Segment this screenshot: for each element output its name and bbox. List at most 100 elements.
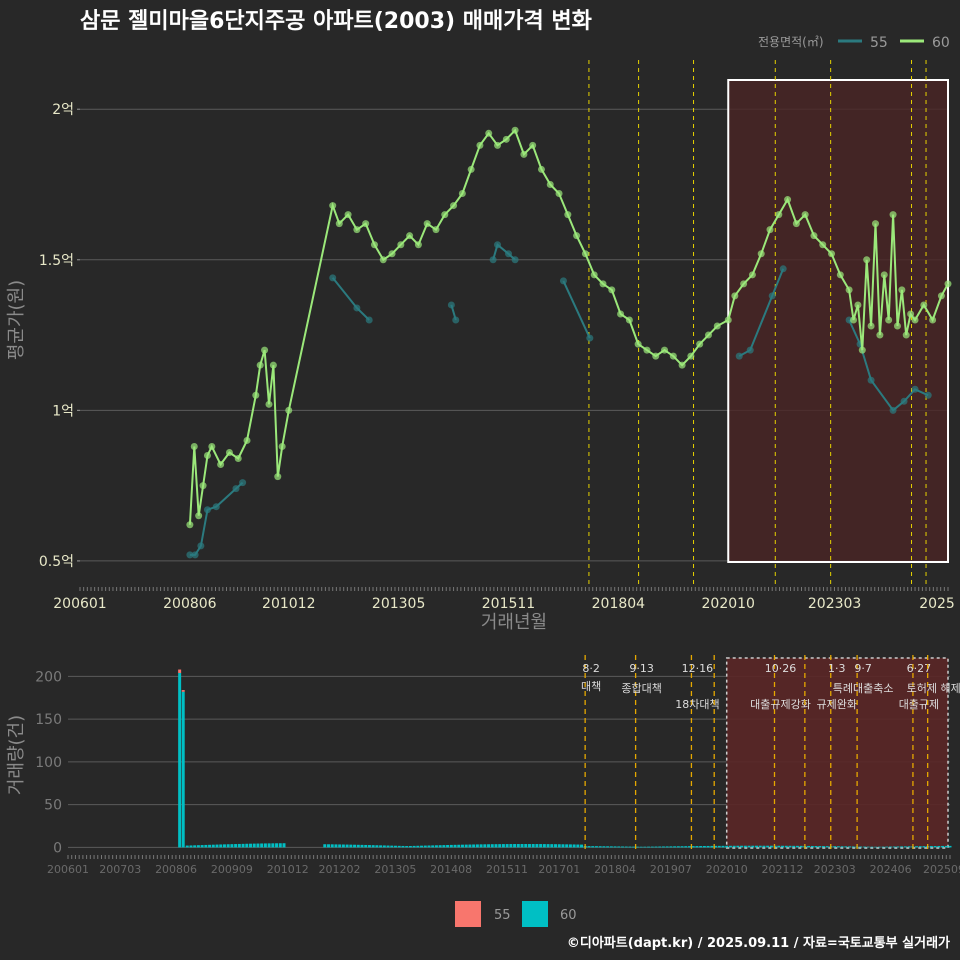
series-55-line-4 <box>562 280 591 339</box>
volume-bar <box>706 845 710 848</box>
series-60-point-0 <box>186 521 194 529</box>
volume-bar <box>457 844 461 848</box>
series-60-point-15 <box>274 473 282 481</box>
volume-bar <box>613 846 617 848</box>
series-60-point-74 <box>819 241 827 249</box>
series-60-point-43 <box>546 180 554 188</box>
volume-x-tick-2: 200806 <box>155 863 197 876</box>
volume-bar <box>669 846 673 848</box>
volume-bar <box>851 846 855 848</box>
volume-bar <box>375 845 379 848</box>
volume-bar <box>632 846 636 848</box>
series-55-point-5 <box>232 485 240 493</box>
volume-bar <box>915 846 918 848</box>
volume-x-tick-8: 201511 <box>486 863 528 876</box>
volume-x-tick-13: 202112 <box>762 863 804 876</box>
volume-bar <box>423 845 427 848</box>
policy-label-4: 대출규제강화 <box>750 698 811 711</box>
volume-bar <box>598 846 602 848</box>
volume-bar <box>394 845 397 848</box>
volume-bar <box>278 843 282 848</box>
series-60-point-19 <box>335 220 343 228</box>
volume-bar <box>885 846 889 848</box>
volume-bar <box>766 845 770 848</box>
series-55-point-6 <box>239 479 247 487</box>
volume-bar <box>688 846 691 848</box>
volume-bar <box>784 845 788 848</box>
volume-bar <box>684 846 688 848</box>
volume-bar <box>226 844 230 848</box>
series-60-point-29 <box>423 220 431 228</box>
series-60-point-52 <box>625 316 633 324</box>
series-55-point-20 <box>768 292 776 300</box>
policy-label-8: 대출규제 <box>899 698 939 711</box>
series-60-point-53 <box>634 340 642 348</box>
series-55-line-3 <box>492 242 516 261</box>
volume-bar <box>565 844 569 848</box>
volume-bar <box>364 844 368 848</box>
policy-label-9: 토허제 해제 <box>907 681 960 695</box>
series-60-point-92 <box>911 316 919 324</box>
volume-bar <box>520 844 524 848</box>
series-55-point-15 <box>511 256 519 264</box>
legend-title: 전용면적(㎡) <box>758 35 824 49</box>
series-55-point-21 <box>779 265 787 273</box>
volume-bar <box>271 843 275 848</box>
volume-bar <box>427 845 431 848</box>
volume-bar <box>557 844 561 848</box>
series-60-point-21 <box>353 226 361 234</box>
series-60-point-6 <box>217 461 225 469</box>
series-60-point-22 <box>362 220 370 228</box>
policy-date-1: 9·13 <box>629 662 654 675</box>
price-panel: 0.5억 1억 1.5억 2억 200601 200806 201012 201305 2015… <box>6 60 955 633</box>
volume-bar <box>475 844 479 848</box>
series-60-point-50 <box>608 286 616 294</box>
volume-bar <box>356 844 360 848</box>
volume-bar <box>650 846 654 848</box>
series-60-point-30 <box>432 226 440 234</box>
volume-bar <box>442 845 446 848</box>
series-60-point-87 <box>889 211 897 219</box>
volume-y-tick-3: 150 <box>35 712 62 728</box>
volume-bar <box>446 845 450 848</box>
series-60-point-82 <box>867 322 875 330</box>
series-60-point-56 <box>661 346 669 354</box>
volume-bar <box>621 846 624 848</box>
volume-bar <box>498 844 502 848</box>
price-x-tick-5: 201804 <box>592 596 646 612</box>
volume-bar <box>602 846 606 848</box>
price-y-tick-2: 1.5억 <box>39 253 74 269</box>
policy-label-0: 대책 <box>581 680 601 693</box>
series-60-point-54 <box>643 346 651 354</box>
series-60-point-3 <box>199 482 207 490</box>
volume-bar <box>561 844 565 848</box>
volume-bar <box>874 846 878 848</box>
volume-bar <box>535 844 539 848</box>
price-y-label: 평균가(원) <box>6 280 27 360</box>
series-60-point-68 <box>766 226 774 234</box>
volume-bar <box>379 845 383 848</box>
series-60-point-44 <box>555 190 563 198</box>
series-55-point-26 <box>900 397 908 405</box>
volume-bar <box>799 845 803 848</box>
price-x-tick-1: 200806 <box>163 596 217 612</box>
volume-bar <box>781 845 785 848</box>
price-y-tick-1: 1억 <box>52 403 74 419</box>
volume-bar <box>390 845 394 848</box>
series-60-point-59 <box>687 352 695 360</box>
series-60-point-95 <box>937 292 945 300</box>
policy-date-8: 6·27 <box>907 662 932 675</box>
volume-y-tick-4: 200 <box>35 669 62 685</box>
series-60-point-16 <box>278 442 286 450</box>
price-x-tick-3: 201305 <box>372 596 425 612</box>
volume-bar <box>572 844 576 848</box>
volume-bar <box>877 846 881 848</box>
volume-highlight <box>725 657 949 849</box>
volume-bar <box>792 845 796 848</box>
series-60-point-86 <box>885 316 893 324</box>
volume-bar <box>222 844 226 848</box>
volume-bar <box>434 845 438 848</box>
series-60-point-93 <box>920 301 928 309</box>
policy-date-4: 10·26 <box>765 662 797 675</box>
